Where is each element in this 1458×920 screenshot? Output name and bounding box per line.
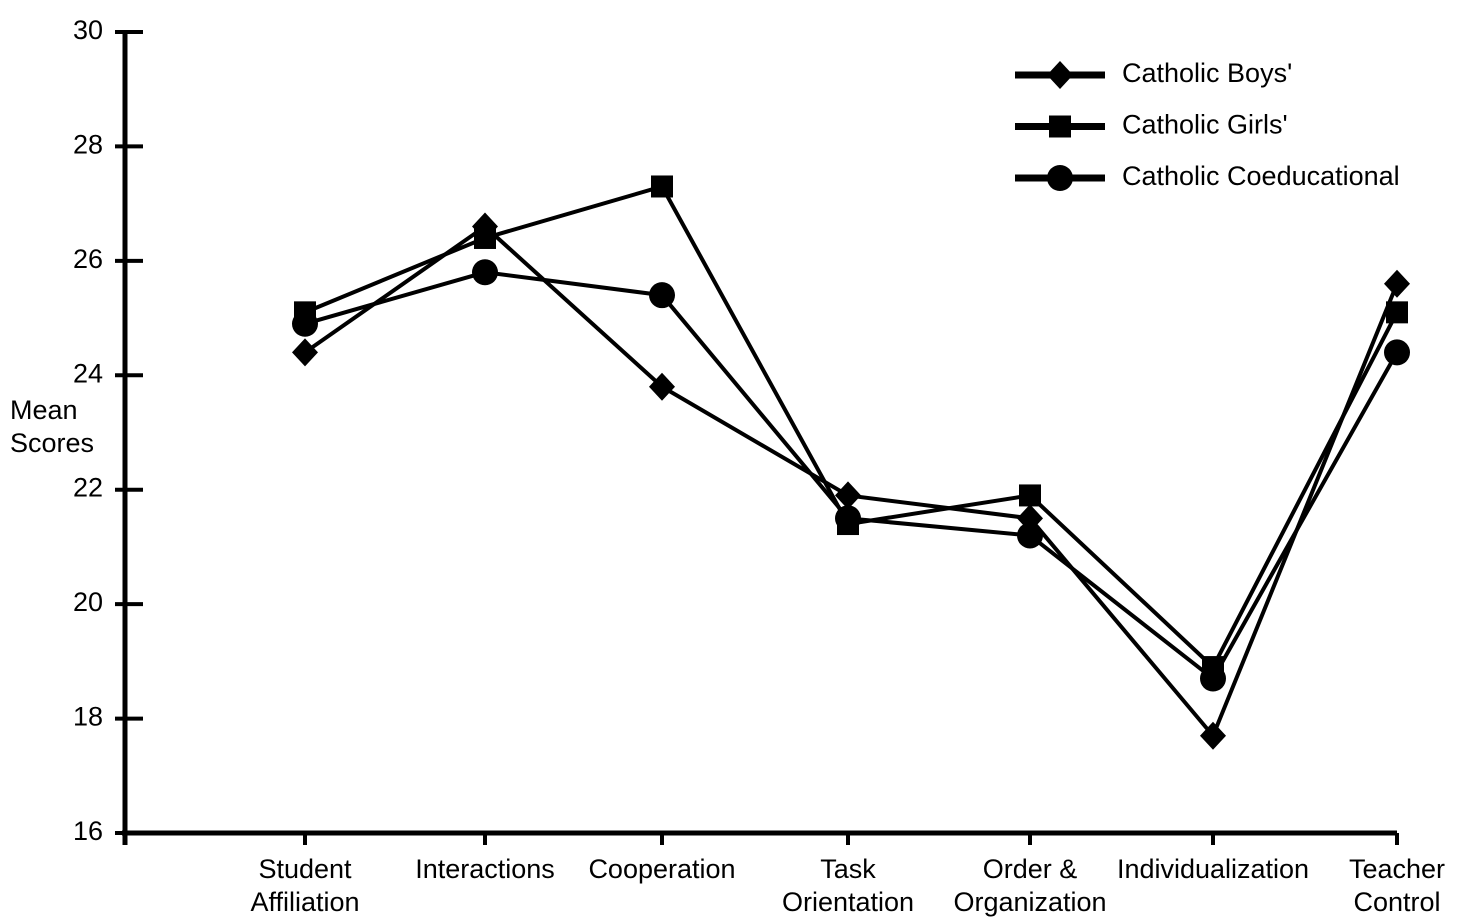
x-tick-label: Task Orientation xyxy=(782,854,914,917)
data-point xyxy=(1017,522,1043,549)
legend-marker xyxy=(1047,61,1073,89)
legend-marker xyxy=(1047,165,1073,191)
data-point xyxy=(649,282,675,309)
series-line xyxy=(303,223,1399,740)
data-point xyxy=(292,338,318,367)
y-tick-label: 22 xyxy=(73,473,103,503)
y-axis-label: Mean Scores xyxy=(10,395,94,458)
y-tick-label: 26 xyxy=(73,244,103,274)
series-line xyxy=(304,270,1399,682)
data-point xyxy=(649,372,675,401)
y-tick-label: 20 xyxy=(73,587,103,617)
data-point xyxy=(1200,721,1226,750)
x-tick-label: Teacher Control xyxy=(1349,854,1445,917)
y-tick-label: 24 xyxy=(73,358,103,388)
data-point xyxy=(835,481,861,510)
y-tick-label: 28 xyxy=(73,130,103,160)
data-point xyxy=(474,226,496,249)
x-tick-label: Individualization xyxy=(1117,854,1309,884)
data-point xyxy=(292,310,318,337)
y-tick-label: 30 xyxy=(73,15,103,45)
x-tick-label: Interactions xyxy=(415,854,555,884)
data-point xyxy=(1200,665,1226,692)
legend-label: Catholic Girls' xyxy=(1122,110,1288,140)
legend-marker xyxy=(1049,115,1071,138)
data-point xyxy=(1386,301,1408,324)
data-point xyxy=(651,175,673,198)
data-point xyxy=(1019,484,1041,507)
y-tick-label: 18 xyxy=(73,702,103,732)
data-point xyxy=(1384,339,1410,366)
data-point xyxy=(472,259,498,286)
data-point xyxy=(835,505,861,532)
x-tick-label: Student Affiliation xyxy=(250,854,359,917)
legend-label: Catholic Boys' xyxy=(1122,58,1292,88)
series-line xyxy=(304,184,1399,671)
y-tick-label: 16 xyxy=(73,816,103,846)
data-point xyxy=(1384,269,1410,298)
x-tick-label: Order & Organization xyxy=(953,854,1106,917)
legend-label: Catholic Coeducational xyxy=(1122,161,1400,191)
x-tick-label: Cooperation xyxy=(588,854,735,884)
